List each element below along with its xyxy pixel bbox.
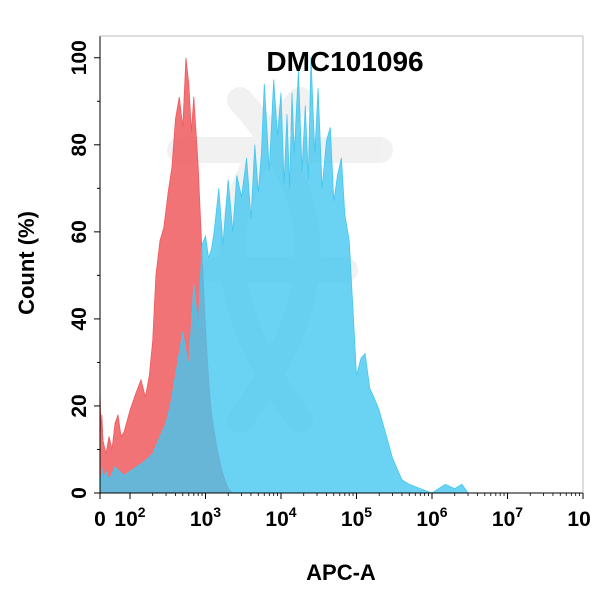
x-tick-label: 107 bbox=[492, 504, 523, 531]
y-tick-label: 80 bbox=[68, 133, 91, 156]
chart-title: DMC101096 bbox=[266, 46, 423, 77]
y-tick-label: 100 bbox=[68, 40, 91, 75]
x-tick-label: 105 bbox=[341, 504, 372, 531]
x-tick-label: 0 bbox=[94, 508, 106, 531]
x-tick-label: 104 bbox=[265, 504, 296, 531]
x-tick-label: 102 bbox=[114, 504, 145, 531]
y-tick-label: 40 bbox=[68, 307, 91, 330]
x-tick-label: 108 bbox=[567, 504, 591, 531]
y-tick-label: 0 bbox=[68, 487, 91, 499]
y-tick-label: 20 bbox=[68, 394, 91, 417]
histogram-series-2 bbox=[99, 57, 469, 494]
y-tick-label: 60 bbox=[68, 220, 91, 243]
series-layer bbox=[99, 57, 469, 494]
x-tick-label: 103 bbox=[190, 504, 221, 531]
y-axis-title: Count (%) bbox=[14, 211, 39, 315]
tick-layer: 0 20 40 60 80 100 0 102 103 104 105 106 107 108 bbox=[68, 40, 591, 531]
x-axis-title: APC-A bbox=[306, 560, 376, 585]
axes: 0 20 40 60 80 100 0 102 103 104 105 106 107 108 bbox=[68, 35, 591, 531]
x-tick-label: 106 bbox=[416, 504, 447, 531]
